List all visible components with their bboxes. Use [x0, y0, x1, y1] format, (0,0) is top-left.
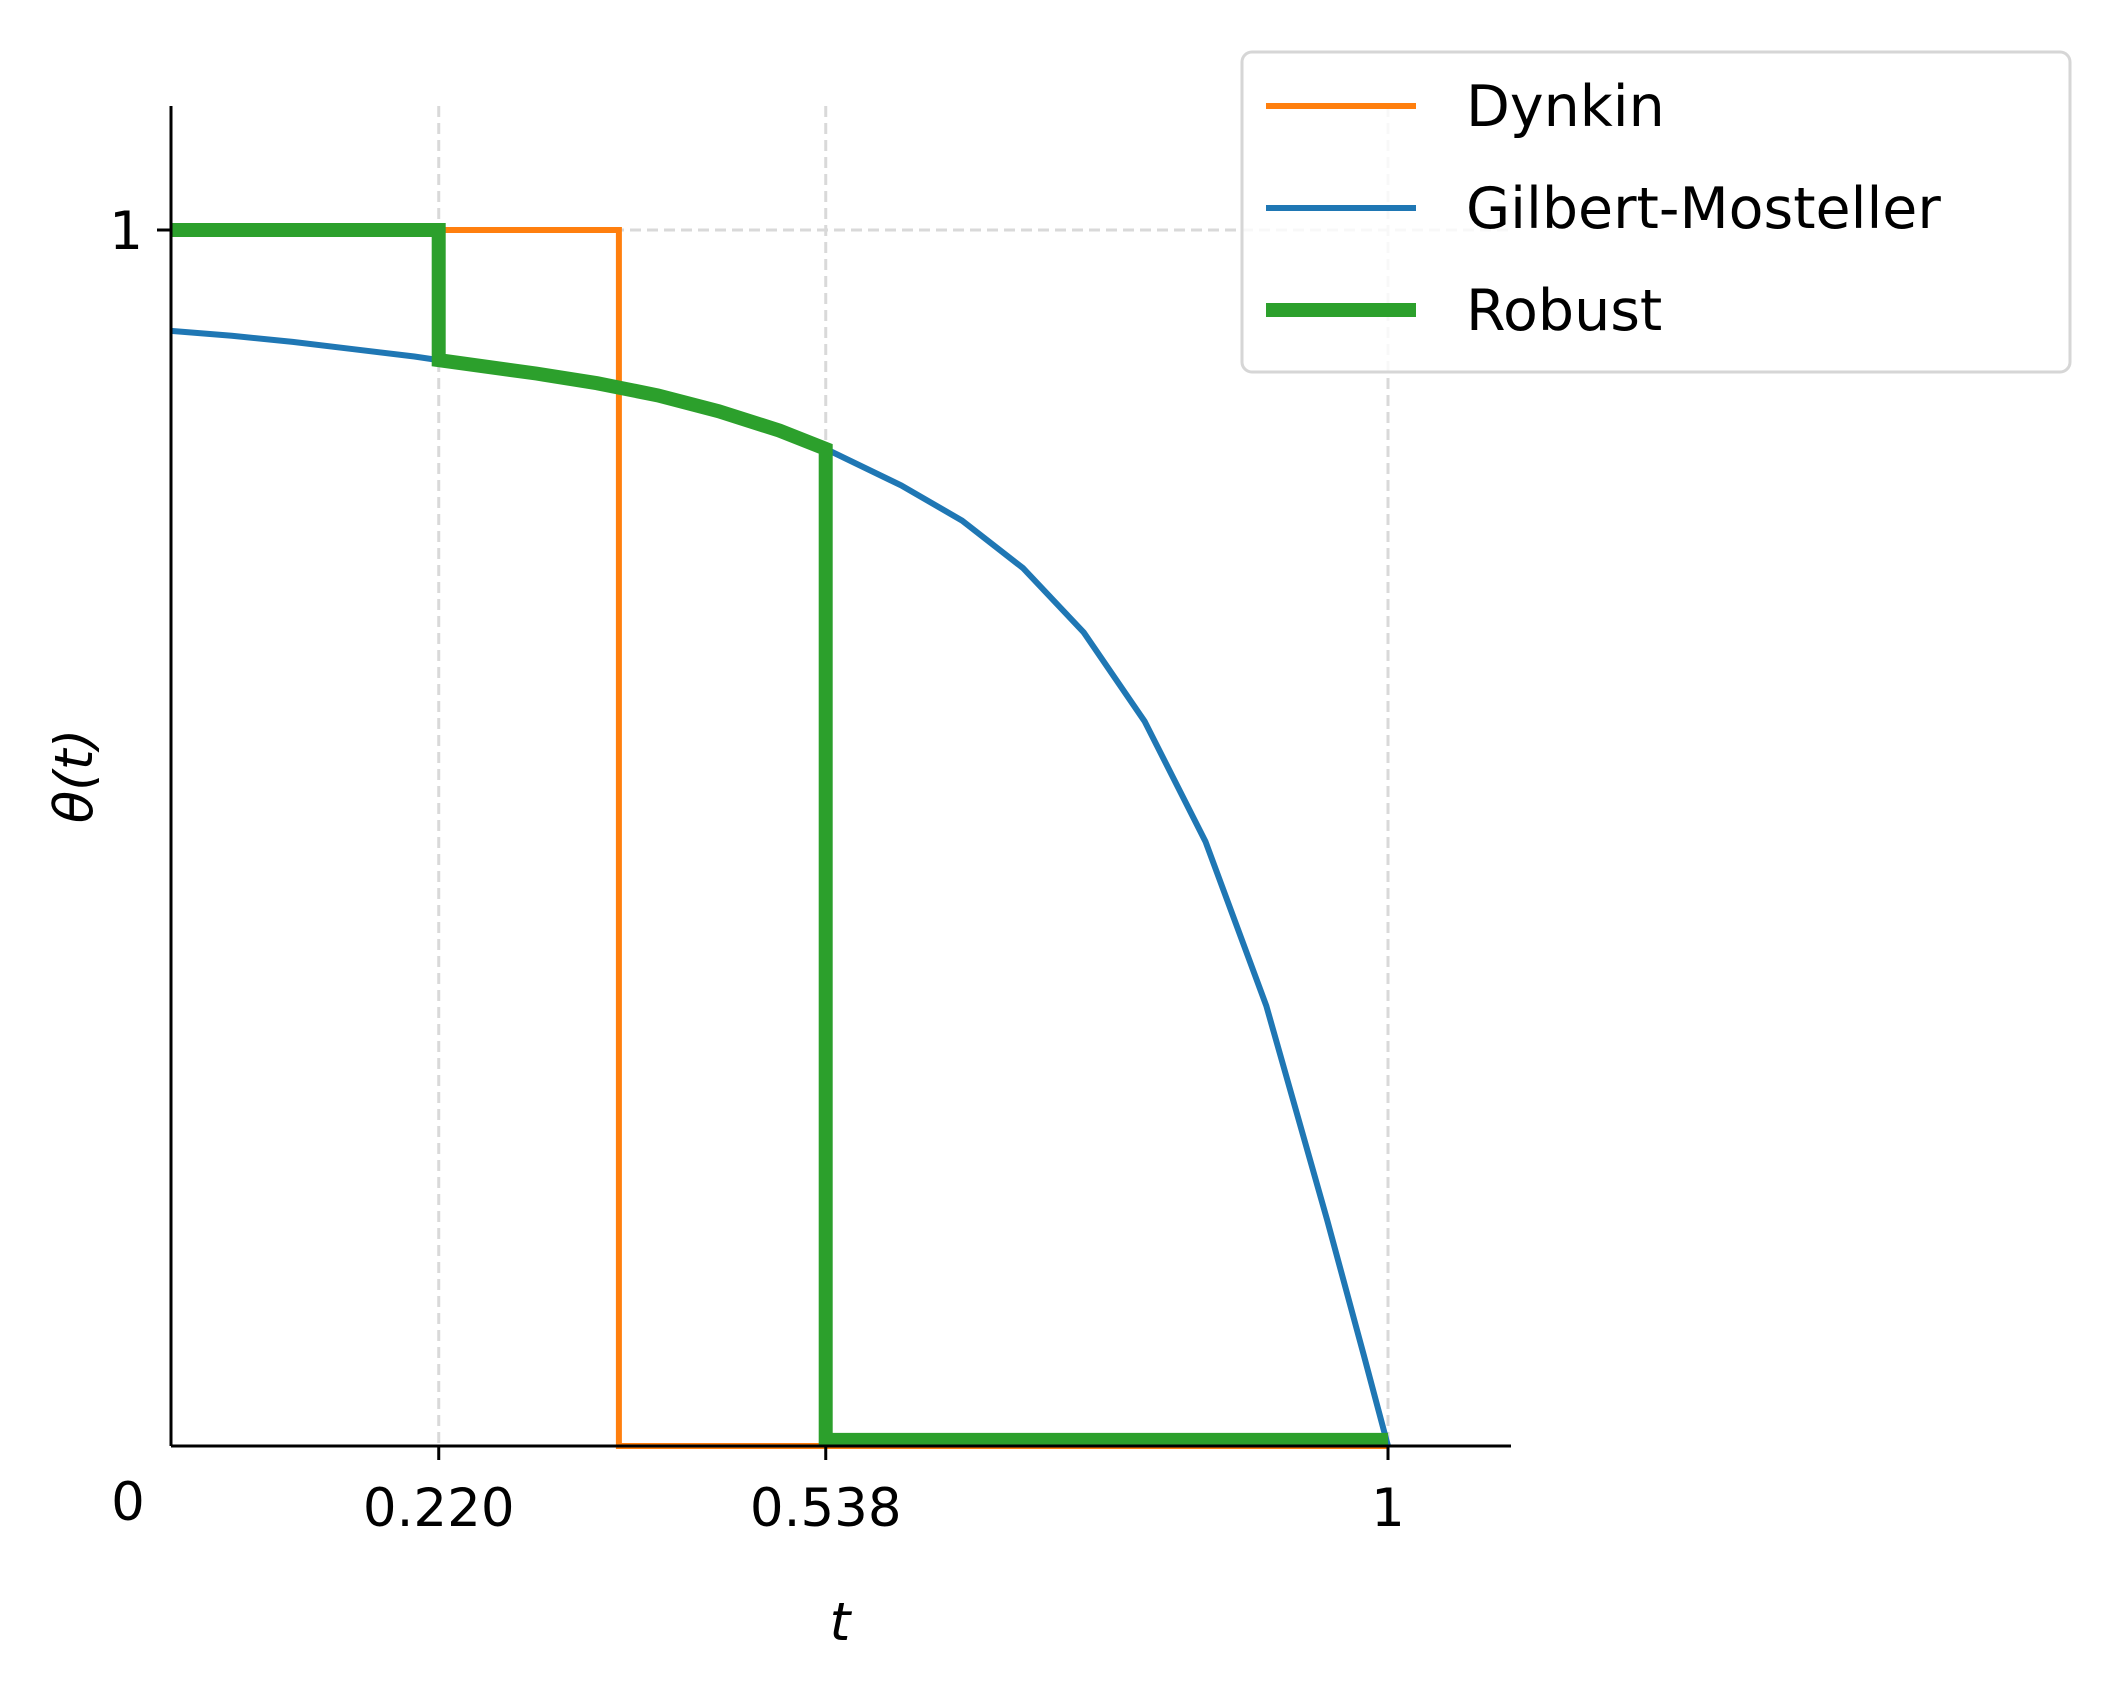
- legend-label-gilbert-mosteller: Gilbert-Mosteller: [1466, 176, 1941, 242]
- x-tick-label: 0.538: [750, 1478, 902, 1539]
- legend-label-dynkin: Dynkin: [1466, 74, 1665, 140]
- legend: Dynkin Gilbert-Mosteller Robust: [1240, 50, 2072, 374]
- x-axis-label: t: [830, 1592, 853, 1653]
- x-tick-label: 1: [1371, 1478, 1405, 1539]
- origin-label: 0: [111, 1472, 145, 1533]
- x-tick-label: 0.220: [363, 1478, 515, 1539]
- legend-label-robust: Robust: [1466, 278, 1662, 344]
- ticks: 0.220 0.538 1 1: [109, 201, 1405, 1539]
- legend-frame: [1240, 50, 2072, 374]
- y-tick-label: 1: [109, 201, 143, 262]
- series-robust: [171, 223, 1388, 1447]
- axes: [169, 106, 1511, 1448]
- y-axis-label: θ(t): [44, 729, 105, 824]
